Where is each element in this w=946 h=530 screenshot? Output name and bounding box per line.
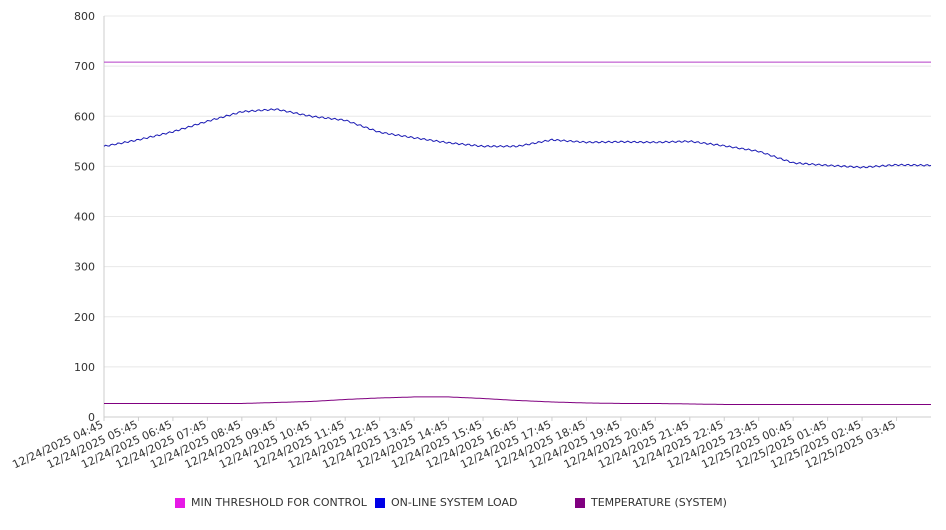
y-tick-label: 300 bbox=[74, 261, 95, 274]
chart-legend: MIN THRESHOLD FOR CONTROL ON-LINE SYSTEM… bbox=[0, 496, 946, 516]
y-tick-label: 600 bbox=[74, 110, 95, 123]
legend-swatch-system-load bbox=[375, 497, 385, 508]
series-line-temperature bbox=[104, 396, 931, 405]
y-tick-label: 500 bbox=[74, 160, 95, 173]
legend-swatch-temperature bbox=[575, 497, 585, 508]
legend-item-system-load: ON-LINE SYSTEM LOAD bbox=[375, 496, 517, 509]
series-line-system-load bbox=[103, 108, 932, 169]
series-layer bbox=[103, 61, 932, 405]
y-tick-label: 400 bbox=[74, 211, 95, 224]
y-tick-label: 800 bbox=[74, 10, 95, 23]
y-tick-label: 0 bbox=[88, 411, 95, 424]
y-tick-label: 700 bbox=[74, 60, 95, 73]
y-tick-label: 200 bbox=[74, 311, 95, 324]
grid-layer bbox=[104, 15, 931, 368]
y-tick-label: 100 bbox=[74, 361, 95, 374]
legend-item-temperature: TEMPERATURE (SYSTEM) bbox=[575, 496, 727, 509]
legend-label-temperature: TEMPERATURE (SYSTEM) bbox=[591, 496, 727, 509]
legend-label-min-threshold: MIN THRESHOLD FOR CONTROL bbox=[191, 496, 367, 509]
legend-label-system-load: ON-LINE SYSTEM LOAD bbox=[391, 496, 518, 509]
legend-item-min-threshold: MIN THRESHOLD FOR CONTROL bbox=[175, 496, 367, 509]
legend-swatch-min-threshold bbox=[175, 497, 185, 508]
